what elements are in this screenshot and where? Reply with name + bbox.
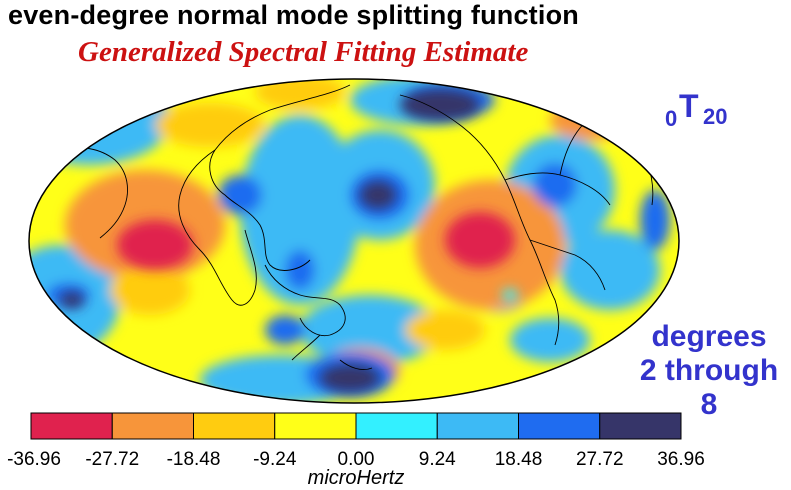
colorbar-swatch xyxy=(111,412,194,440)
colorbar-unit-label: microHertz xyxy=(307,467,405,489)
degrees-label: degrees 2 through 8 xyxy=(630,320,788,422)
colorbar-tick-label: -27.72 xyxy=(85,449,140,470)
figure-subtitle: Generalized Spectral Fitting Estimate xyxy=(78,36,529,68)
map-border xyxy=(28,78,680,404)
mode-overtone-number: 0 xyxy=(665,106,678,131)
splitting-field xyxy=(29,79,679,403)
colorbar-tick-label: -36.96 xyxy=(7,449,61,470)
figure-title: even-degree normal mode splitting functi… xyxy=(8,0,579,30)
colorbar-swatch xyxy=(30,412,113,440)
colorbar-tick-label: 18.48 xyxy=(494,449,543,470)
colorbar-swatch xyxy=(518,412,601,440)
degrees-label-line2: 2 through 8 xyxy=(639,354,779,421)
degrees-label-line1: degrees xyxy=(651,320,767,353)
colorbar-swatch xyxy=(355,412,438,440)
mode-type-letter: T xyxy=(679,88,699,124)
colorbar-swatch xyxy=(193,412,276,440)
colorbar-swatch xyxy=(599,412,682,440)
colorbar-swatches xyxy=(30,412,682,440)
colorbar-tick-label: 36.96 xyxy=(657,449,705,470)
colorbar-tick-label: 27.72 xyxy=(575,449,624,470)
colorbar-tick-label: -18.48 xyxy=(166,449,221,470)
colorbar-tick-label: 9.24 xyxy=(418,449,456,470)
colorbar-swatch xyxy=(274,412,357,440)
colorbar-swatch xyxy=(436,412,519,440)
mode-angular-order: 20 xyxy=(703,104,728,129)
colorbar-tick-label: -9.24 xyxy=(253,449,297,470)
mode-label: 0 T 20 xyxy=(665,88,765,131)
colorbar-tick-label: 0.00 xyxy=(337,449,375,470)
